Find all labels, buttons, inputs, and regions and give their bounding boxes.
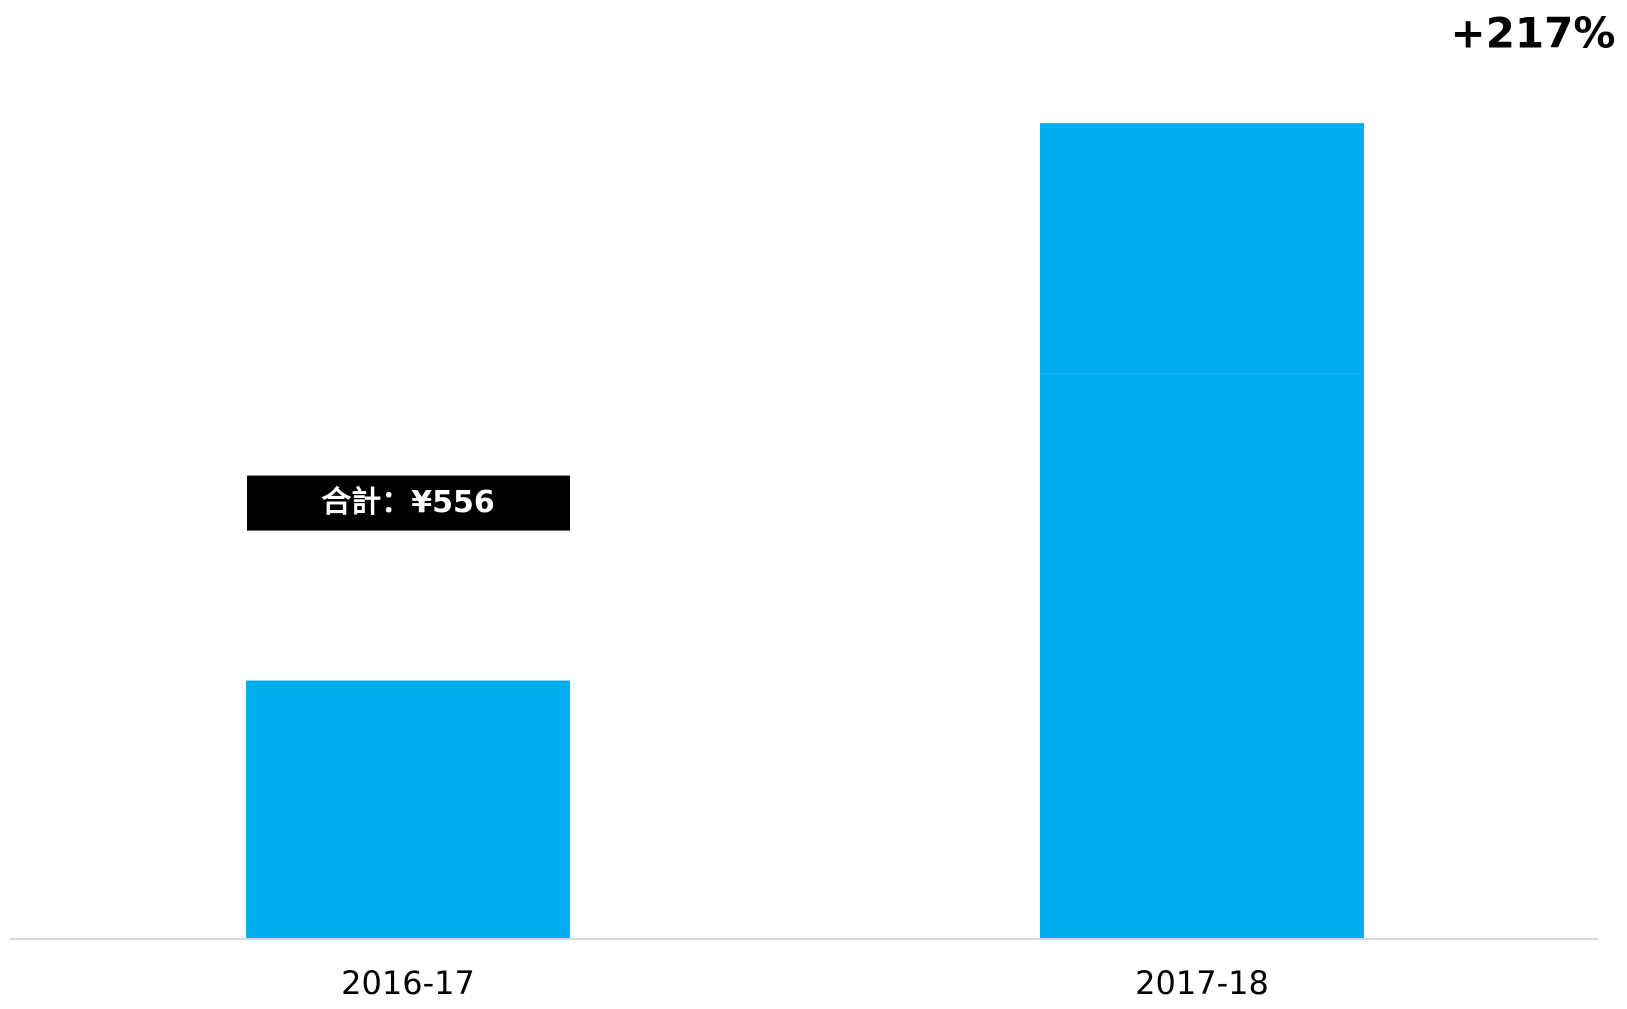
x-tick-label: 2016-17 bbox=[341, 964, 475, 1002]
total-label-box bbox=[247, 475, 570, 531]
bar-segment bbox=[246, 680, 570, 694]
bar-segment bbox=[246, 693, 570, 938]
bar-segment bbox=[1040, 123, 1364, 374]
bar-segment bbox=[1040, 373, 1364, 938]
growth-annotation: +217% bbox=[1451, 9, 1616, 58]
total-label: 合計：¥556 bbox=[321, 485, 495, 520]
x-tick-label: 2017-18 bbox=[1135, 964, 1269, 1002]
